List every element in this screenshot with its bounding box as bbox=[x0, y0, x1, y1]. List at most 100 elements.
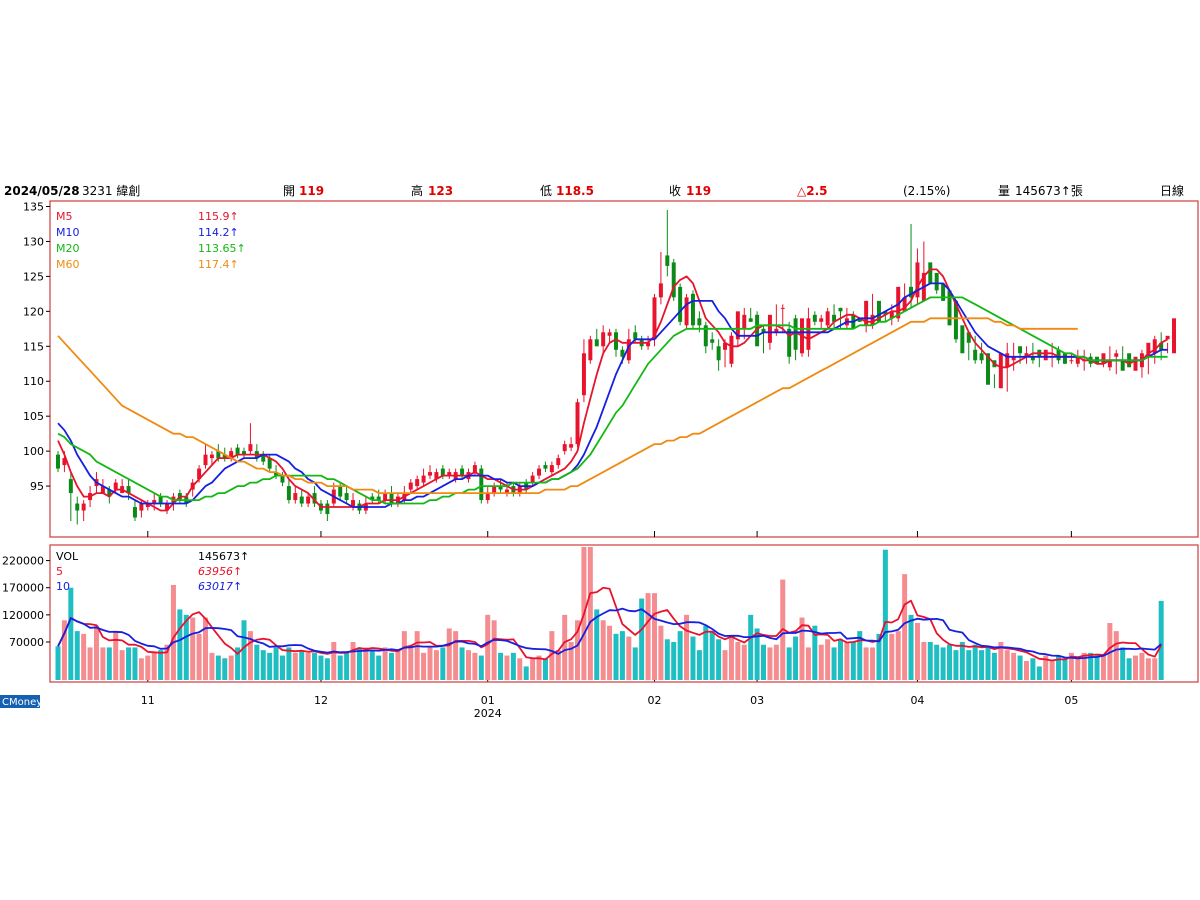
candle-body bbox=[556, 458, 561, 466]
volume-bar bbox=[754, 628, 760, 680]
candle-body bbox=[1030, 356, 1035, 361]
volume-bar bbox=[414, 631, 420, 680]
candle-body bbox=[857, 318, 862, 322]
volume-bar bbox=[1023, 661, 1029, 680]
quote-date: 2024/05/28 bbox=[4, 184, 80, 198]
volume-bar bbox=[671, 642, 677, 680]
volume-bar bbox=[453, 631, 459, 680]
candle-body bbox=[896, 286, 901, 319]
candle-body bbox=[915, 262, 920, 298]
volume-bar bbox=[587, 547, 593, 680]
high-value: 123 bbox=[428, 184, 453, 198]
volume-bar bbox=[1017, 655, 1023, 680]
volume-bar bbox=[145, 655, 151, 680]
candle-body bbox=[909, 286, 914, 298]
candle-body bbox=[209, 454, 214, 459]
candle-body bbox=[434, 472, 439, 480]
volume-bar bbox=[1056, 655, 1062, 680]
candle-body bbox=[152, 500, 157, 504]
brand-logo-text: CMoney bbox=[2, 697, 42, 708]
volume-bar bbox=[273, 647, 279, 680]
volume-bar bbox=[190, 617, 196, 680]
legend-value: 115.9↑ bbox=[198, 210, 239, 223]
candle-body bbox=[1120, 360, 1125, 371]
volume-bar bbox=[613, 633, 619, 680]
volume-bar bbox=[1004, 650, 1010, 680]
volume-bar bbox=[421, 652, 427, 680]
candle-body bbox=[460, 468, 465, 476]
low-label: 低 bbox=[540, 184, 552, 198]
candle-body bbox=[838, 307, 843, 312]
volume-bar bbox=[619, 631, 625, 680]
volume-value: 145673↑張 bbox=[1015, 184, 1083, 198]
volume-bar bbox=[203, 617, 209, 680]
price-panel-frame bbox=[49, 200, 1199, 538]
volume-bar bbox=[664, 639, 670, 680]
candle-body bbox=[216, 451, 221, 459]
candle-body bbox=[729, 335, 734, 364]
volume-bar bbox=[966, 650, 972, 680]
candle-body bbox=[472, 465, 477, 473]
volume-bar bbox=[61, 620, 67, 680]
price-y-axis: 95 100 105 110 115 120 125 130 135 bbox=[23, 200, 50, 493]
volume-bar bbox=[465, 650, 471, 680]
volume-bar bbox=[1113, 631, 1119, 680]
volume-bar bbox=[318, 655, 324, 680]
candle-body bbox=[575, 402, 580, 445]
volume-bar bbox=[607, 625, 613, 680]
candle-body bbox=[594, 339, 599, 347]
candle-body bbox=[870, 314, 875, 326]
candle-body bbox=[883, 311, 888, 315]
x-tick-label: 12 bbox=[314, 694, 328, 707]
volume-bar bbox=[389, 652, 395, 680]
candle-body bbox=[607, 332, 612, 336]
candle-body bbox=[767, 314, 772, 343]
x-tick-label: 11 bbox=[141, 694, 155, 707]
volume-bar bbox=[1094, 655, 1100, 680]
volume-bar bbox=[1043, 655, 1049, 680]
candle-body bbox=[684, 297, 689, 326]
price-y-tick-label: 125 bbox=[23, 270, 44, 283]
volume-bar bbox=[728, 636, 734, 680]
candle-body bbox=[145, 503, 150, 508]
candle-body bbox=[543, 465, 548, 469]
volume-bar bbox=[222, 658, 228, 680]
volume-bar bbox=[241, 620, 247, 680]
volume-bar bbox=[292, 652, 298, 680]
candle-body bbox=[139, 503, 144, 511]
volume-average-lines bbox=[57, 586, 1162, 662]
volume-bar bbox=[651, 593, 657, 680]
volume-bar bbox=[305, 652, 311, 680]
volume-bar bbox=[555, 650, 561, 680]
moving-average-lines bbox=[57, 268, 1169, 512]
volume-bar bbox=[645, 593, 651, 680]
volume-bar bbox=[722, 650, 728, 680]
legend-name: M20 bbox=[56, 242, 80, 255]
candle-body bbox=[261, 454, 266, 462]
volume-bar bbox=[837, 639, 843, 680]
candle-body bbox=[742, 314, 747, 329]
volume-panel-frame bbox=[49, 544, 1199, 683]
x-tick-label: 03 bbox=[750, 694, 764, 707]
candle-body bbox=[447, 472, 452, 476]
candle-body bbox=[1005, 353, 1010, 368]
volume-bar bbox=[575, 620, 581, 680]
candle-body bbox=[113, 482, 118, 490]
candle-body bbox=[947, 290, 952, 326]
x-tick-label: 05 bbox=[1064, 694, 1078, 707]
candle-body bbox=[697, 318, 702, 326]
volume-bar bbox=[1062, 658, 1068, 680]
volume-y-tick-label: 220000 bbox=[2, 555, 44, 568]
volume-bar bbox=[517, 658, 523, 680]
candle-body bbox=[293, 493, 298, 501]
candle-body bbox=[56, 454, 60, 469]
volume-bar bbox=[632, 647, 638, 680]
candle-body bbox=[492, 486, 497, 494]
volume-bar bbox=[1088, 652, 1094, 680]
candle-body bbox=[1159, 342, 1164, 350]
price-y-tick-label: 135 bbox=[23, 200, 44, 213]
volume-ma5-line bbox=[57, 586, 1162, 662]
candle-body bbox=[690, 293, 695, 326]
candle-body bbox=[485, 493, 490, 501]
volume-bar bbox=[1107, 623, 1113, 680]
